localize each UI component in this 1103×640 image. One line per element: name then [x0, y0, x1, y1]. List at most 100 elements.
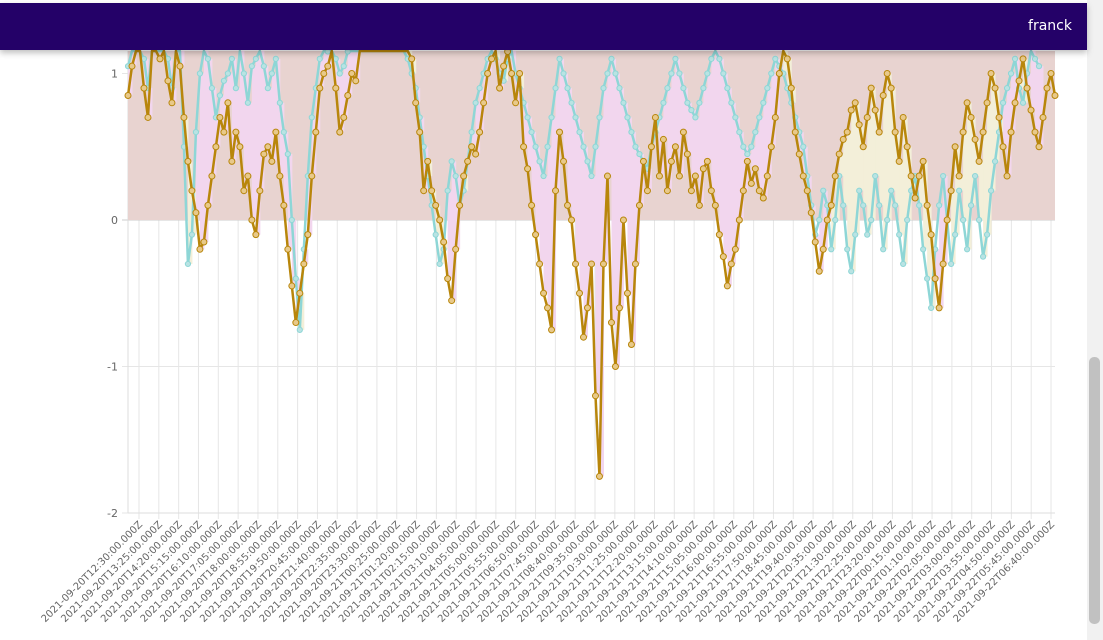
gold-point — [1031, 128, 1039, 136]
gold-point — [288, 282, 296, 290]
x-axis-labels: 2021-09-20T12:30:00.000Z2021-09-20T13:25… — [40, 519, 1058, 625]
gold-point — [280, 201, 288, 209]
gold-point — [915, 172, 923, 180]
teal-point — [963, 246, 971, 253]
gold-point — [1051, 91, 1059, 99]
gold-point — [336, 128, 344, 136]
gold-point — [524, 165, 532, 173]
gold-point — [815, 267, 823, 275]
between-fill — [239, 51, 245, 147]
between-fill — [271, 73, 277, 162]
teal-point — [560, 70, 567, 77]
between-fill — [759, 117, 764, 191]
gold-point — [472, 150, 480, 158]
gold-point — [500, 62, 508, 70]
between-fill — [991, 73, 996, 191]
y-tick-label: 1 — [111, 68, 118, 81]
teal-point — [552, 85, 559, 92]
teal-point — [999, 99, 1007, 106]
teal-point — [632, 143, 639, 150]
teal-point — [1019, 99, 1027, 106]
gold-point — [352, 77, 360, 85]
teal-point — [848, 268, 855, 275]
gold-point — [204, 201, 212, 209]
gold-point — [859, 143, 867, 151]
teal-point — [248, 63, 255, 70]
scrollbar-thumb[interactable] — [1089, 357, 1100, 624]
between-fill — [967, 102, 972, 250]
gold-point — [440, 238, 448, 246]
gold-point — [615, 304, 623, 312]
between-fill — [1027, 73, 1032, 89]
gold-point — [484, 70, 492, 77]
between-fill — [687, 102, 692, 155]
gold-point — [168, 99, 176, 107]
between-fill — [847, 132, 852, 250]
between-fill — [235, 88, 241, 133]
user-menu[interactable]: franck — [1028, 18, 1072, 34]
between-fill — [563, 73, 569, 162]
gold-point — [771, 113, 779, 121]
teal-point — [268, 70, 275, 77]
top-navbar: franck — [0, 3, 1087, 50]
gold-point — [903, 143, 911, 151]
gold-point — [416, 128, 424, 136]
between-fill — [875, 110, 880, 177]
gold-point — [1015, 77, 1023, 85]
gold-point — [763, 172, 771, 180]
teal-point — [868, 216, 875, 224]
gold-point — [783, 55, 791, 63]
gold-point — [835, 150, 843, 158]
gold-point — [847, 106, 855, 114]
between-fill — [207, 58, 213, 206]
between-fill — [755, 132, 760, 169]
gold-point — [252, 231, 260, 239]
teal-point — [448, 158, 455, 165]
gold-point — [735, 216, 743, 224]
gold-point — [655, 172, 663, 180]
gold-point — [663, 187, 671, 195]
gold-point — [448, 297, 456, 305]
between-fill — [195, 132, 201, 213]
teal-point — [991, 158, 999, 165]
teal-point — [840, 202, 847, 209]
between-fill — [919, 176, 924, 206]
vertical-scrollbar[interactable] — [1087, 0, 1103, 640]
teal-point — [336, 70, 343, 77]
teal-point — [204, 55, 212, 62]
teal-point — [628, 129, 635, 136]
between-fill — [247, 102, 253, 177]
teal-point — [860, 202, 867, 209]
gold-point — [344, 91, 352, 99]
teal-point — [732, 114, 739, 121]
between-fill — [783, 51, 788, 74]
gold-point — [715, 231, 723, 239]
gold-point — [627, 341, 635, 349]
gold-point — [1047, 70, 1055, 77]
teal-point — [832, 216, 839, 224]
between-fill — [255, 58, 261, 235]
gold-point — [260, 150, 268, 158]
teal-point — [920, 246, 927, 253]
between-fill — [631, 132, 636, 345]
gold-point — [208, 172, 216, 180]
gold-point — [871, 106, 879, 114]
gold-point — [707, 187, 715, 195]
between-fill — [531, 132, 537, 206]
gold-point — [164, 77, 172, 85]
gold-point — [867, 84, 875, 92]
teal-point — [956, 187, 963, 194]
between-fill — [767, 88, 772, 177]
gold-point — [899, 113, 907, 121]
teal-point — [192, 129, 200, 136]
between-fill — [615, 73, 620, 367]
gold-point — [528, 201, 536, 209]
between-fill — [679, 73, 684, 177]
gold-point — [232, 128, 240, 136]
gold-point — [424, 157, 432, 165]
gold-point — [623, 289, 631, 297]
teal-point — [844, 246, 851, 253]
gold-point — [739, 187, 747, 195]
teal-point — [472, 99, 479, 106]
teal-point — [572, 114, 579, 121]
